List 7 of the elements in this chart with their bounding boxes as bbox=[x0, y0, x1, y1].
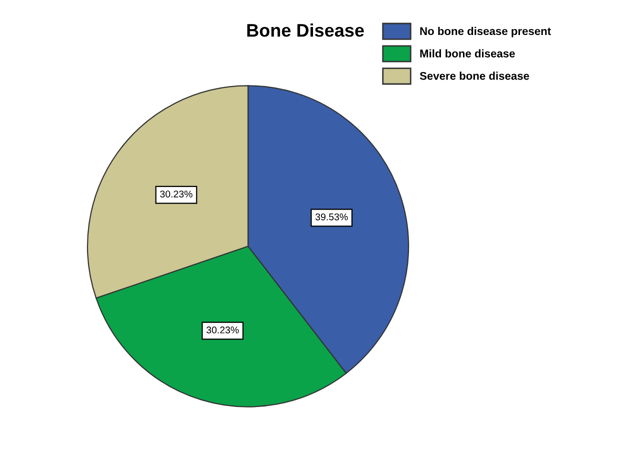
legend-label: Mild bone disease bbox=[420, 49, 515, 58]
data-label: 39.53% bbox=[315, 213, 348, 220]
legend-label: No bone disease present bbox=[420, 26, 551, 38]
data-label: 30.23% bbox=[160, 190, 192, 198]
chart-title: Bone Disease bbox=[247, 24, 364, 37]
data-label: 30.23% bbox=[206, 326, 239, 334]
legend-label: Severe bone disease bbox=[420, 72, 530, 80]
